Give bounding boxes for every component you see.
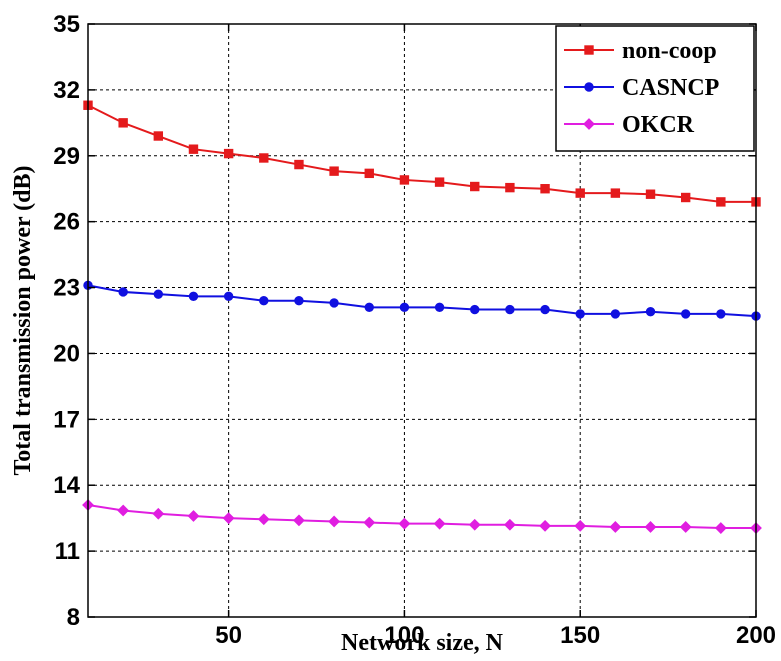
data-point xyxy=(503,518,516,531)
y-tick-label: 29 xyxy=(53,143,80,170)
data-point xyxy=(540,184,550,194)
data-point xyxy=(610,188,621,198)
tick-layer: 50 100 150 200 8 11 14 17 20 23 26 29 32 35 xyxy=(53,11,776,649)
series-layer xyxy=(82,100,762,534)
data-point xyxy=(188,291,199,302)
data-point xyxy=(645,189,656,199)
data-point xyxy=(399,175,410,185)
y-tick-label: 26 xyxy=(53,209,80,236)
legend-item: non-coop xyxy=(564,38,717,64)
x-tick-label: 150 xyxy=(560,622,600,649)
data-point xyxy=(610,309,621,319)
data-point xyxy=(118,287,128,297)
data-point xyxy=(329,166,339,176)
data-point xyxy=(433,517,446,530)
data-point xyxy=(505,304,515,315)
data-point xyxy=(364,168,374,179)
data-point xyxy=(294,159,304,170)
data-point xyxy=(223,291,234,302)
data-point xyxy=(716,197,726,207)
legend: non-coop CASNCP OKCR xyxy=(555,25,755,152)
data-point xyxy=(153,289,164,299)
x-tick-label: 50 xyxy=(215,622,242,649)
y-axis-title: Total transmission power (dB) xyxy=(10,165,36,475)
data-point xyxy=(434,177,445,187)
y-tick-label: 23 xyxy=(53,275,80,302)
data-point xyxy=(363,516,376,529)
data-point xyxy=(117,504,130,517)
plot-frame xyxy=(87,23,757,618)
data-point xyxy=(574,519,587,532)
data-point xyxy=(470,304,480,315)
data-point xyxy=(434,302,445,313)
data-point xyxy=(257,513,270,526)
data-point xyxy=(644,521,657,533)
data-point xyxy=(364,302,374,313)
data-point xyxy=(152,507,165,520)
y-tick-label: 8 xyxy=(67,604,80,631)
x-axis-title: Network size, N xyxy=(341,630,504,656)
y-tick-label: 32 xyxy=(53,77,80,104)
series-casncp xyxy=(83,280,761,321)
legend-label: CASNCP xyxy=(622,75,719,101)
data-point xyxy=(575,188,585,198)
data-point xyxy=(680,309,691,319)
data-point xyxy=(505,182,515,193)
legend-marker xyxy=(583,118,595,130)
data-point xyxy=(188,144,199,154)
data-point xyxy=(539,519,551,532)
legend-item: CASNCP xyxy=(564,75,719,101)
data-point xyxy=(222,512,235,525)
data-point xyxy=(470,181,480,192)
y-tick-label: 17 xyxy=(53,406,80,433)
data-point xyxy=(294,296,304,306)
y-tick-label: 14 xyxy=(53,472,80,499)
x-tick-label: 100 xyxy=(384,622,424,649)
data-point xyxy=(679,521,692,533)
y-tick-label: 35 xyxy=(53,11,80,38)
data-point xyxy=(398,517,411,530)
data-point xyxy=(187,510,200,522)
series-line-casncp xyxy=(87,284,757,318)
data-point xyxy=(575,309,585,319)
legend-marker xyxy=(584,45,594,55)
y-tick-label: 20 xyxy=(53,340,80,367)
data-point xyxy=(259,296,269,306)
data-point xyxy=(328,515,341,528)
data-point xyxy=(223,148,234,159)
data-point xyxy=(716,309,726,319)
x-tick-label: 200 xyxy=(736,622,776,649)
series-okcr xyxy=(82,499,762,534)
data-point xyxy=(645,307,656,317)
y-tick-label: 11 xyxy=(55,538,80,565)
data-point xyxy=(540,304,550,315)
data-point xyxy=(153,131,164,141)
data-point xyxy=(259,153,269,163)
data-point xyxy=(399,302,410,313)
data-point xyxy=(609,521,622,533)
series-line-non-coop xyxy=(87,104,756,203)
legend-item: OKCR xyxy=(564,112,695,138)
data-point xyxy=(329,298,339,308)
data-point xyxy=(468,518,481,531)
legend-marker xyxy=(584,82,594,92)
legend-label: OKCR xyxy=(622,112,695,138)
data-point xyxy=(714,522,727,534)
data-point xyxy=(680,192,691,203)
data-point xyxy=(293,514,305,527)
data-point xyxy=(118,118,128,128)
legend-label: non-coop xyxy=(622,38,717,64)
